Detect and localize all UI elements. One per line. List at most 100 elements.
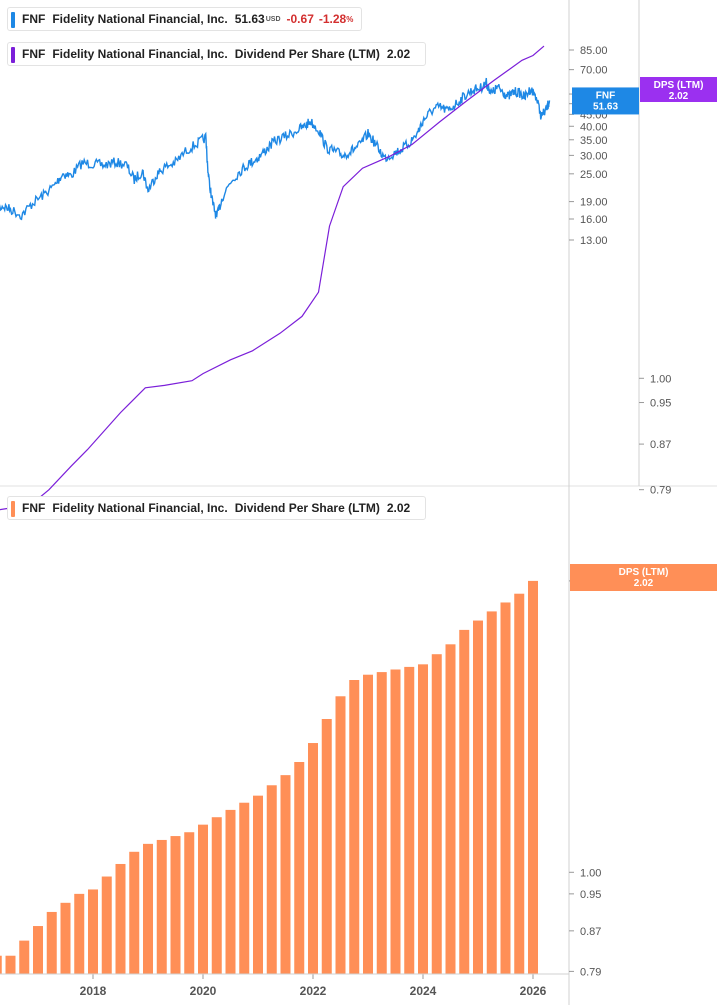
- dps-top-legend-value: 2.02: [386, 47, 411, 61]
- dividend-bar: [376, 672, 387, 974]
- dps-top-badge-value: 2.02: [669, 91, 689, 102]
- bar-axis-tick-label: 0.95: [580, 889, 601, 901]
- dps-bottom-badge-bg: [570, 564, 717, 591]
- dividend-bar: [170, 836, 181, 974]
- dps-axis-tick-label: 0.95: [650, 398, 671, 410]
- dividend-bar: [335, 696, 346, 974]
- price-axis-tick-label: 70.00: [580, 65, 608, 77]
- price-legend-name: Fidelity National Financial, Inc.: [52, 12, 228, 26]
- price-badge-value: 51.63: [593, 101, 618, 112]
- price-axis-tick-label: 30.00: [580, 150, 608, 162]
- dps-axis-tick-label: 0.79: [650, 485, 671, 497]
- dps-bottom-legend-metric: Dividend Per Share (LTM): [234, 501, 380, 515]
- dividend-panel: [0, 580, 538, 974]
- x-axis-tick-label: 2020: [190, 984, 217, 998]
- price-axis-tick-label: 16.00: [580, 214, 608, 226]
- dps-bottom-legend-name: Fidelity National Financial, Inc.: [52, 501, 228, 515]
- price-axis-tick-label: 25.00: [580, 169, 608, 181]
- dividend-bar: [198, 824, 208, 974]
- x-axis-tick-label: 2022: [300, 984, 327, 998]
- price-axis-tick-label: 35.00: [580, 135, 608, 147]
- price-axis-tick-label: 85.00: [580, 45, 608, 57]
- dps-bottom-legend-value: 2.02: [386, 501, 411, 515]
- dps-line-series: [0, 45, 545, 511]
- dividend-bar: [46, 911, 57, 974]
- dividend-bar: [74, 893, 85, 974]
- dividend-bar: [129, 851, 140, 974]
- dividend-bar: [500, 602, 511, 974]
- dps-top-badge-bg: [640, 77, 717, 102]
- dps-bottom-legend[interactable]: FNF Fidelity National Financial, Inc. Di…: [7, 496, 427, 520]
- x-axis-tick-label: 2024: [410, 984, 437, 998]
- price-legend-change-pct: -1.28: [318, 12, 347, 26]
- price-legend-pct-sign: %: [346, 14, 354, 24]
- dps-top-badge-label: DPS (LTM): [654, 80, 704, 91]
- dividend-bar: [308, 743, 318, 974]
- dividend-bar: [60, 902, 71, 974]
- dividend-bar: [459, 629, 470, 974]
- dividend-bar: [184, 832, 195, 974]
- dividend-bar: [431, 654, 442, 974]
- price-legend-ticker: FNF: [22, 12, 46, 26]
- dividend-bar: [211, 817, 222, 974]
- dps-top-legend-name: Fidelity National Financial, Inc.: [52, 47, 228, 61]
- bar-axis-tick-label: 0.87: [580, 926, 601, 938]
- dividend-bar: [101, 876, 112, 974]
- dps-bottom-badge-value: 2.02: [634, 578, 654, 589]
- dividend-bar: [253, 795, 263, 974]
- dividend-bar: [156, 839, 167, 974]
- price-legend-change: -0.67: [286, 12, 314, 26]
- dividend-bar: [514, 593, 525, 974]
- price-axis-tick-label: 40.00: [580, 121, 608, 133]
- x-axis-tick-label: 2026: [520, 984, 547, 998]
- price-badge-bg: [572, 87, 639, 115]
- dps-top-legend-swatch: [11, 47, 15, 63]
- dps-top-badge: DPS (LTM)2.02: [640, 77, 717, 102]
- dps-top-legend-metric: Dividend Per Share (LTM): [234, 47, 380, 61]
- dps-axis-tick-label: 1.00: [650, 373, 671, 385]
- dividend-bar: [363, 674, 373, 974]
- dividend-bar: [294, 762, 305, 974]
- dps-bottom-legend-ticker: FNF: [22, 501, 46, 515]
- price-axis-tick-label: 13.00: [580, 235, 608, 247]
- dps-top-legend[interactable]: FNF Fidelity National Financial, Inc. Di…: [7, 42, 427, 66]
- price-legend-currency: USD: [265, 15, 281, 23]
- dividend-bar: [404, 666, 415, 974]
- dps-bottom-badge: DPS (LTM)2.02: [570, 564, 717, 591]
- price-badge-label: FNF: [596, 90, 615, 101]
- dividend-bar: [33, 926, 43, 974]
- dividend-bar: [528, 580, 538, 974]
- dps-bottom-badge-label: DPS (LTM): [619, 567, 669, 578]
- bar-axis-tick-label: 0.79: [580, 966, 601, 978]
- dividend-bar: [88, 889, 98, 974]
- dividend-bar: [19, 940, 30, 974]
- dividend-bar: [266, 785, 277, 974]
- price-legend-price: 51.63: [234, 12, 265, 26]
- dividend-bar: [321, 719, 332, 974]
- price-axis-tick-label: 19.00: [580, 197, 608, 209]
- dividend-bar: [239, 802, 250, 974]
- dividend-bar: [445, 644, 456, 974]
- dividend-bar: [486, 611, 497, 974]
- dividend-bar: [0, 955, 2, 974]
- x-axis-tick-label: 2018: [80, 984, 107, 998]
- price-legend-swatch: [11, 12, 15, 28]
- dividend-bar: [390, 669, 401, 974]
- bar-axis-tick-label: 1.00: [580, 867, 601, 879]
- price-legend[interactable]: FNF Fidelity National Financial, Inc. 51…: [7, 7, 363, 31]
- dividend-bar: [473, 620, 483, 974]
- price-panel: [0, 45, 551, 511]
- dps-bottom-legend-swatch: [11, 501, 15, 517]
- dividend-bar: [115, 863, 126, 974]
- dividend-bar: [280, 775, 291, 974]
- dps-axis-tick-label: 0.87: [650, 439, 671, 451]
- dividend-bar: [5, 955, 16, 974]
- dividend-bar: [349, 679, 360, 974]
- dividend-bar: [143, 843, 153, 974]
- price-line-series: [0, 77, 551, 221]
- dividend-bar: [225, 809, 236, 974]
